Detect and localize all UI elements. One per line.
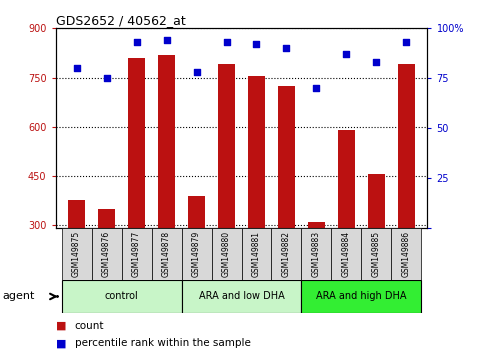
Point	[72, 65, 80, 71]
Text: GSM149876: GSM149876	[102, 231, 111, 277]
Point	[103, 75, 111, 81]
Bar	[182, 228, 212, 280]
Text: agent: agent	[2, 291, 35, 302]
Bar	[248, 76, 265, 228]
Text: GSM149886: GSM149886	[402, 231, 411, 277]
Bar	[182, 280, 301, 313]
Bar	[331, 228, 361, 280]
Bar	[308, 222, 325, 228]
Bar	[301, 228, 331, 280]
Bar	[391, 228, 422, 280]
Bar	[61, 228, 92, 280]
Point	[133, 40, 141, 45]
Bar	[152, 228, 182, 280]
Bar	[122, 228, 152, 280]
Text: count: count	[75, 321, 104, 331]
Point	[313, 85, 320, 91]
Point	[403, 40, 411, 45]
Bar	[361, 228, 391, 280]
Text: GSM149884: GSM149884	[342, 231, 351, 277]
Text: percentile rank within the sample: percentile rank within the sample	[75, 338, 251, 348]
Bar	[218, 64, 235, 228]
Text: ARA and low DHA: ARA and low DHA	[199, 291, 284, 302]
Bar	[188, 195, 205, 228]
Point	[342, 51, 350, 57]
Bar	[158, 55, 175, 228]
Bar	[278, 86, 295, 228]
Bar	[368, 174, 385, 228]
Text: GSM149881: GSM149881	[252, 231, 261, 277]
Bar	[92, 228, 122, 280]
Bar	[271, 228, 301, 280]
Text: ■: ■	[56, 338, 66, 348]
Text: GSM149879: GSM149879	[192, 231, 201, 277]
Point	[163, 38, 170, 43]
Point	[253, 41, 260, 47]
Text: ARA and high DHA: ARA and high DHA	[316, 291, 407, 302]
Point	[193, 69, 200, 75]
Text: GSM149877: GSM149877	[132, 231, 141, 277]
Bar	[98, 209, 115, 228]
Text: GSM149883: GSM149883	[312, 231, 321, 277]
Text: GSM149880: GSM149880	[222, 231, 231, 277]
Text: GSM149882: GSM149882	[282, 231, 291, 277]
Bar	[212, 228, 242, 280]
Text: ■: ■	[56, 321, 66, 331]
Text: GDS2652 / 40562_at: GDS2652 / 40562_at	[56, 14, 185, 27]
Point	[283, 46, 290, 51]
Point	[372, 59, 380, 65]
Point	[223, 40, 230, 45]
Text: GSM149878: GSM149878	[162, 231, 171, 277]
Text: GSM149875: GSM149875	[72, 231, 81, 277]
Text: control: control	[105, 291, 139, 302]
Bar	[398, 64, 415, 228]
Bar	[338, 130, 355, 228]
Bar	[242, 228, 271, 280]
Bar	[61, 280, 182, 313]
Text: GSM149885: GSM149885	[372, 231, 381, 277]
Bar	[68, 200, 85, 228]
Bar	[301, 280, 422, 313]
Bar	[128, 58, 145, 228]
